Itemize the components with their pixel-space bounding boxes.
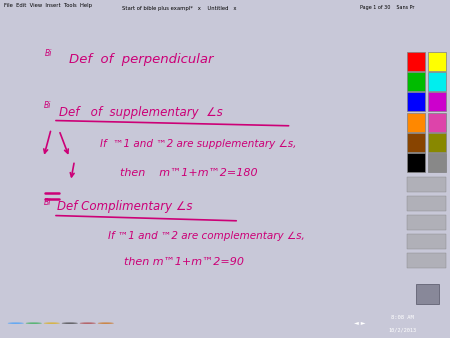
Circle shape xyxy=(8,322,24,324)
Bar xyxy=(428,113,446,131)
Circle shape xyxy=(26,322,42,324)
Circle shape xyxy=(62,322,78,324)
Bar xyxy=(407,153,425,172)
Text: Bi: Bi xyxy=(44,197,51,207)
Circle shape xyxy=(80,322,96,324)
Bar xyxy=(407,52,425,71)
Text: Def  of  perpendicular: Def of perpendicular xyxy=(69,53,214,67)
Circle shape xyxy=(44,322,60,324)
Bar xyxy=(407,196,446,211)
Bar xyxy=(428,153,446,172)
Text: File  Edit  View  Insert  Tools  Help: File Edit View Insert Tools Help xyxy=(4,3,93,8)
Text: then m™1+m™2=90: then m™1+m™2=90 xyxy=(124,257,244,267)
Text: Def Complimentary ∠s: Def Complimentary ∠s xyxy=(57,200,193,213)
Text: Bi: Bi xyxy=(44,101,51,111)
Bar xyxy=(407,93,425,111)
Bar xyxy=(428,72,446,91)
Text: Page 1 of 30    Sans Pr: Page 1 of 30 Sans Pr xyxy=(360,5,414,10)
Circle shape xyxy=(98,322,114,324)
Bar xyxy=(407,133,425,152)
Bar xyxy=(416,284,439,304)
Text: ◄ ►: ◄ ► xyxy=(354,321,366,325)
Bar xyxy=(407,215,446,230)
Text: 8:08 AM: 8:08 AM xyxy=(392,315,414,320)
Bar xyxy=(428,52,446,71)
Text: 10/2/2013: 10/2/2013 xyxy=(389,327,417,332)
Bar xyxy=(407,177,446,192)
Text: If  ™1 and ™2 are supplementary ∠s,: If ™1 and ™2 are supplementary ∠s, xyxy=(100,140,297,149)
Text: Def   of  supplementary  ∠s: Def of supplementary ∠s xyxy=(59,106,223,119)
Bar xyxy=(407,113,425,131)
Text: If ™1 and ™2 are complementary ∠s,: If ™1 and ™2 are complementary ∠s, xyxy=(108,231,305,241)
Bar xyxy=(407,234,446,249)
Text: Bi: Bi xyxy=(45,49,52,58)
Text: then    m™1+m™2=180: then m™1+m™2=180 xyxy=(120,168,257,178)
Bar xyxy=(428,133,446,152)
Bar xyxy=(407,252,446,268)
Bar xyxy=(428,93,446,111)
Bar xyxy=(407,72,425,91)
Text: Start of bible plus exampl*   x    Untitled   x: Start of bible plus exampl* x Untitled x xyxy=(122,6,236,11)
